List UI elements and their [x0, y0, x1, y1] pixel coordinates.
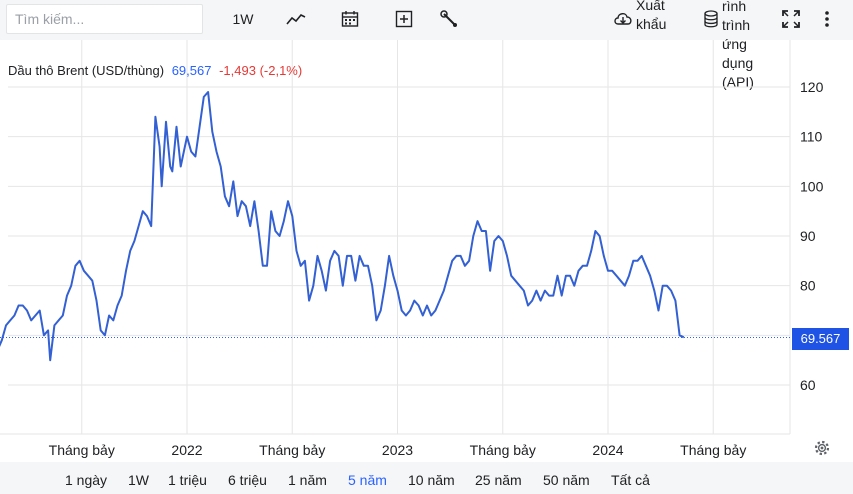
calendar-button[interactable] — [338, 6, 362, 32]
export-label[interactable]: Xuất khẩu — [636, 0, 667, 32]
price-series-line — [0, 91, 685, 362]
database-icon — [704, 10, 718, 28]
line-chart-button[interactable] — [283, 6, 309, 32]
plus-square-icon — [395, 10, 413, 28]
x-tick-label: 2024 — [592, 442, 623, 458]
fullscreen-icon — [782, 10, 800, 28]
chart-header: Dầu thô Brent (USD/thùng) 69,567 -1,493 … — [8, 63, 302, 78]
interval-button[interactable]: 1W — [232, 11, 254, 27]
range-6m[interactable]: 6 triệu — [228, 472, 267, 488]
x-tick-label: Tháng bảy — [49, 442, 115, 458]
line-chart-icon — [286, 14, 306, 25]
more-vert-icon — [825, 11, 829, 27]
x-tick-label: Tháng bảy — [259, 442, 325, 458]
more-options-button[interactable] — [818, 6, 836, 32]
range-50y[interactable]: 50 năm — [543, 472, 590, 488]
range-25y[interactable]: 25 năm — [475, 472, 522, 488]
symbol-title: Dầu thô Brent (USD/thùng) — [8, 63, 165, 78]
api-button[interactable] — [702, 6, 720, 32]
last-price-badge: 69.567 — [792, 328, 849, 350]
top-toolbar: 1W Xuấ — [0, 0, 853, 40]
price-change: -1,493 (-2,1%) — [219, 63, 303, 78]
export-button[interactable] — [612, 6, 634, 32]
cloud-download-icon — [614, 13, 632, 25]
wrench-icon — [440, 10, 457, 27]
fullscreen-button[interactable] — [780, 6, 802, 32]
range-5y[interactable]: 5 năm — [348, 472, 387, 488]
y-tick-label: 60 — [800, 377, 816, 393]
y-tick-label: 80 — [800, 278, 816, 294]
search-input[interactable] — [6, 4, 203, 34]
x-tick-label: Tháng bảy — [470, 442, 536, 458]
range-1m[interactable]: 1 triệu — [168, 472, 207, 488]
range-selector: 1 ngày 1W 1 triệu 6 triệu 1 năm 5 năm 10… — [0, 462, 853, 494]
settings-tools-button[interactable] — [437, 6, 461, 32]
calendar-icon — [341, 11, 359, 27]
y-tick-label: 100 — [800, 178, 824, 194]
current-price: 69,567 — [171, 63, 212, 78]
range-1y[interactable]: 1 năm — [288, 472, 327, 488]
range-all[interactable]: Tất cả — [611, 472, 650, 488]
x-tick-label: Tháng bảy — [680, 442, 746, 458]
x-tick-label: 2023 — [382, 442, 413, 458]
api-label[interactable]: rình trình ứng dụng (API) — [722, 0, 754, 90]
y-tick-label: 120 — [800, 79, 824, 95]
y-tick-label: 110 — [800, 129, 823, 145]
range-10y[interactable]: 10 năm — [408, 472, 455, 488]
y-tick-label: 90 — [800, 228, 816, 244]
range-1w[interactable]: 1W — [128, 472, 149, 488]
x-tick-label: 2022 — [171, 442, 202, 458]
range-1d[interactable]: 1 ngày — [65, 472, 108, 488]
chart-settings-gear-icon[interactable] — [814, 440, 830, 456]
add-comparison-button[interactable] — [392, 6, 416, 32]
